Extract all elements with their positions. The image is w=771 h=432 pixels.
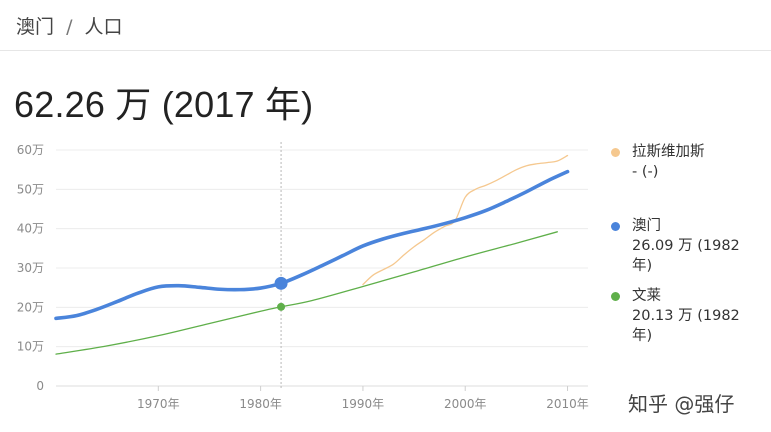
y-tick-label: 40万 [17, 222, 44, 236]
breadcrumb-topic: 人口 [84, 16, 123, 38]
y-tick-label: 10万 [17, 340, 44, 354]
legend-name-brunei: 文莱 [632, 288, 661, 304]
x-tick-label: 1980年 [239, 397, 282, 411]
series-line-brunei [55, 231, 558, 355]
y-tick-label: 60万 [17, 143, 44, 157]
legend-value-macau: 26.09 万 (1982 年) [632, 238, 740, 274]
legend-dot-brunei [611, 292, 620, 301]
y-tick-label: 0 [36, 379, 44, 393]
population-chart[interactable]: 0 10万 20万 30万 40万 50万 60万 1970年 1980年 1990年 2000年 2… [0, 136, 600, 426]
x-tick-label: 2000年 [444, 397, 487, 411]
legend-value-brunei: 20.13 万 (1982 年) [632, 308, 740, 344]
y-tick-label: 20万 [17, 300, 44, 314]
legend-dot-las-vegas [611, 148, 620, 157]
breadcrumb-separator: / [66, 16, 73, 38]
breadcrumb: 澳门 / 人口 [16, 12, 123, 39]
hover-point-brunei [277, 302, 286, 311]
series-line-macau [54, 169, 570, 321]
header-divider [0, 50, 771, 51]
legend-name-las-vegas: 拉斯维加斯 [632, 144, 705, 160]
legend-name-macau: 澳门 [632, 218, 661, 234]
legend-value-las-vegas: - (-) [632, 164, 659, 180]
legend-dot-macau [611, 222, 620, 231]
series-line-las-vegas [362, 154, 569, 286]
watermark-text: 知乎 @强仔 [628, 392, 735, 416]
population-headline: 62.26 万 (2017 年) [14, 84, 314, 125]
x-tick-label: 2010年 [546, 397, 589, 411]
x-tick-label: 1970年 [137, 397, 180, 411]
breadcrumb-place[interactable]: 澳门 [16, 16, 55, 38]
hover-point-macau [274, 276, 288, 290]
y-tick-label: 50万 [17, 182, 44, 196]
y-tick-label: 30万 [17, 261, 44, 275]
x-tick-label: 1990年 [342, 397, 385, 411]
